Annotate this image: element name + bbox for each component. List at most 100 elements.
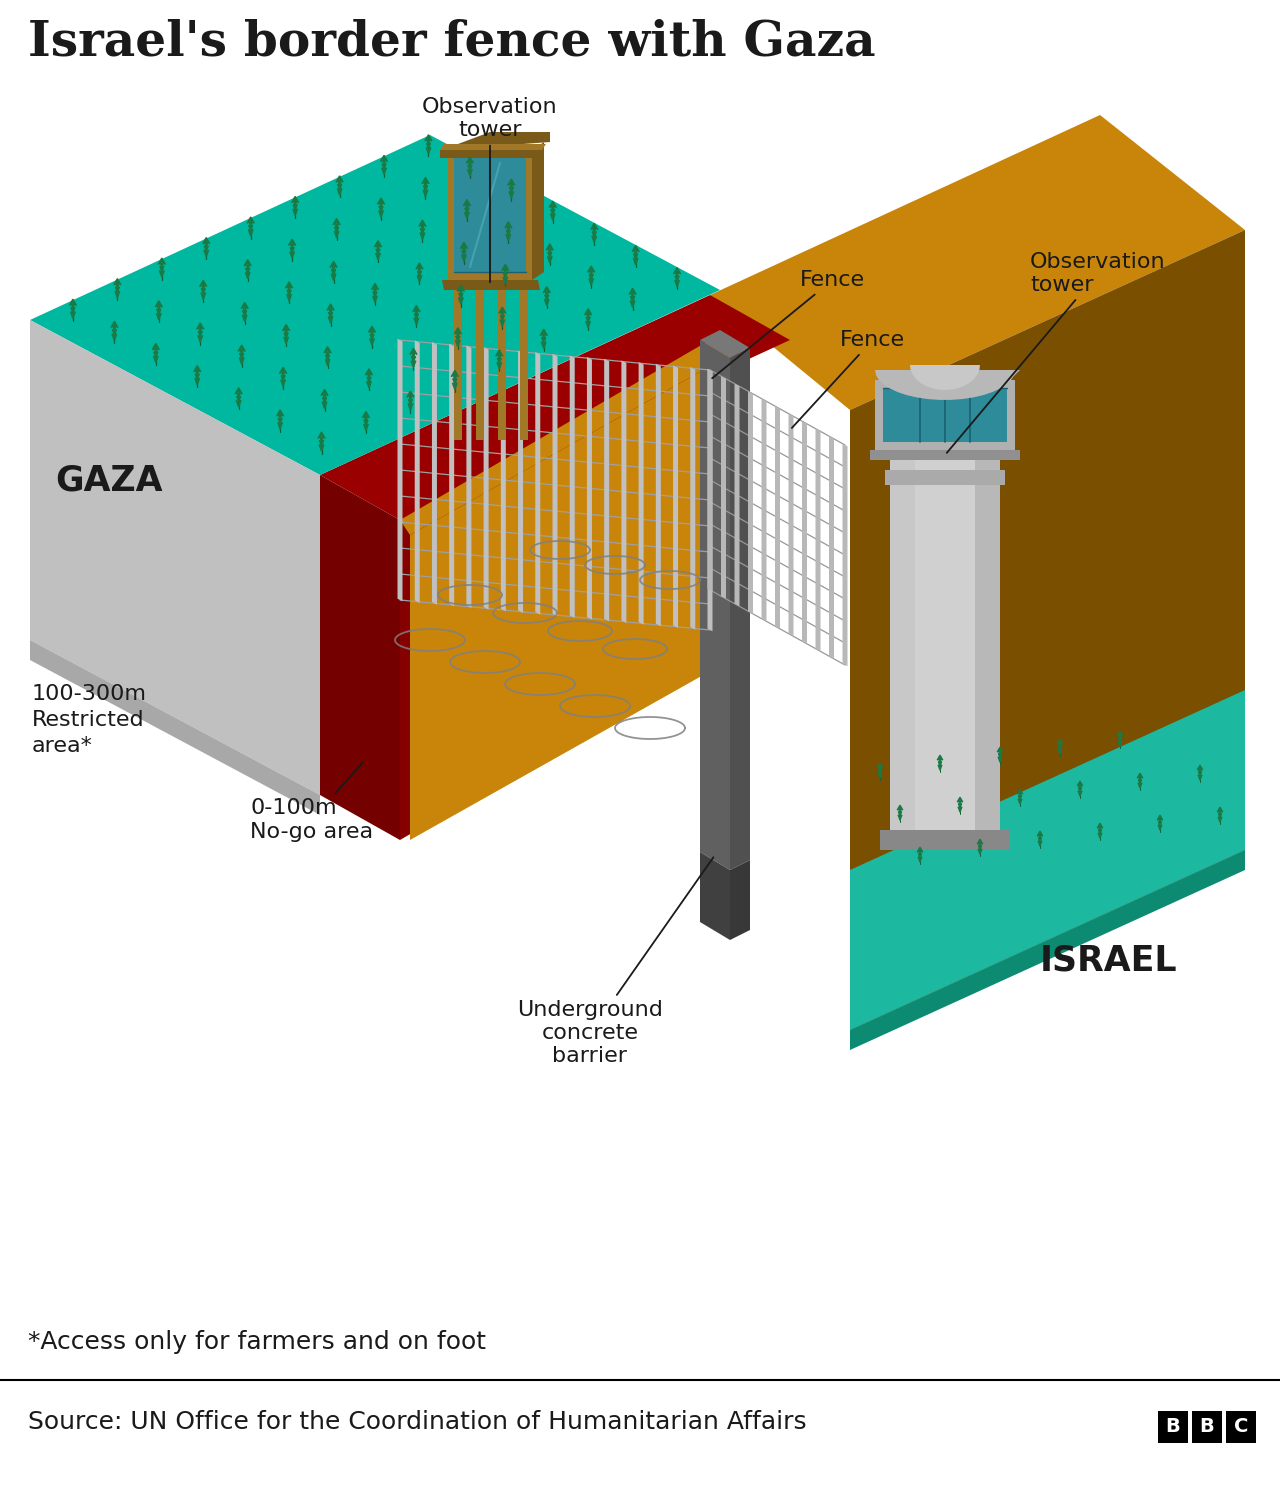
Polygon shape — [152, 344, 160, 350]
Polygon shape — [1078, 791, 1080, 796]
Polygon shape — [876, 370, 1015, 399]
Polygon shape — [549, 200, 557, 208]
Polygon shape — [413, 353, 415, 358]
Polygon shape — [509, 187, 511, 193]
Polygon shape — [589, 313, 590, 317]
Polygon shape — [417, 268, 420, 272]
Polygon shape — [115, 283, 118, 287]
Polygon shape — [1120, 741, 1121, 747]
Polygon shape — [959, 806, 960, 812]
Polygon shape — [1201, 775, 1202, 779]
Polygon shape — [326, 304, 334, 310]
Polygon shape — [291, 244, 292, 248]
Polygon shape — [200, 331, 202, 337]
Polygon shape — [425, 186, 428, 191]
Polygon shape — [279, 414, 280, 419]
Polygon shape — [499, 362, 502, 370]
Polygon shape — [293, 209, 296, 215]
Polygon shape — [198, 335, 200, 343]
Polygon shape — [499, 307, 506, 314]
Polygon shape — [634, 254, 636, 259]
Polygon shape — [206, 242, 207, 247]
Polygon shape — [463, 247, 466, 251]
Polygon shape — [115, 287, 118, 292]
Polygon shape — [296, 200, 297, 205]
Polygon shape — [788, 414, 794, 636]
Polygon shape — [366, 381, 369, 387]
Polygon shape — [279, 367, 287, 374]
Polygon shape — [198, 331, 200, 337]
Polygon shape — [161, 271, 164, 277]
Polygon shape — [677, 280, 680, 287]
Polygon shape — [467, 208, 468, 214]
Polygon shape — [413, 356, 416, 362]
Polygon shape — [339, 181, 342, 186]
Polygon shape — [283, 373, 284, 375]
Polygon shape — [246, 268, 248, 274]
Polygon shape — [366, 423, 369, 431]
Polygon shape — [339, 188, 342, 194]
FancyBboxPatch shape — [1226, 1411, 1256, 1444]
Polygon shape — [774, 407, 780, 628]
Polygon shape — [900, 815, 902, 820]
Polygon shape — [411, 356, 413, 362]
Polygon shape — [420, 233, 422, 239]
Polygon shape — [980, 845, 982, 850]
Polygon shape — [248, 268, 250, 274]
Polygon shape — [1000, 757, 1002, 761]
Polygon shape — [244, 314, 247, 322]
Polygon shape — [548, 256, 550, 263]
Polygon shape — [289, 290, 291, 296]
Polygon shape — [156, 352, 157, 358]
Polygon shape — [467, 169, 470, 177]
Polygon shape — [590, 223, 598, 229]
Polygon shape — [70, 311, 73, 319]
Polygon shape — [504, 269, 506, 274]
Polygon shape — [204, 293, 206, 299]
Polygon shape — [1138, 779, 1140, 784]
Text: B: B — [1199, 1418, 1215, 1436]
Polygon shape — [462, 254, 463, 262]
Polygon shape — [337, 177, 343, 183]
Polygon shape — [1078, 781, 1083, 785]
Polygon shape — [465, 208, 467, 214]
Polygon shape — [411, 399, 412, 405]
Polygon shape — [378, 248, 380, 254]
Polygon shape — [506, 235, 508, 241]
Polygon shape — [1160, 824, 1162, 830]
Polygon shape — [206, 245, 209, 251]
Polygon shape — [850, 850, 1245, 1050]
Polygon shape — [242, 358, 244, 364]
Polygon shape — [897, 805, 902, 811]
Polygon shape — [284, 329, 287, 334]
Polygon shape — [461, 290, 462, 295]
Polygon shape — [463, 199, 471, 206]
Polygon shape — [884, 470, 1005, 485]
Polygon shape — [417, 271, 420, 277]
Polygon shape — [114, 334, 116, 341]
Polygon shape — [509, 191, 511, 197]
Polygon shape — [632, 245, 639, 251]
Polygon shape — [1080, 787, 1082, 791]
Polygon shape — [502, 265, 509, 271]
Polygon shape — [920, 854, 922, 857]
Polygon shape — [156, 356, 159, 362]
Polygon shape — [362, 411, 370, 417]
Polygon shape — [495, 350, 503, 356]
Polygon shape — [381, 168, 384, 175]
Polygon shape — [408, 395, 411, 399]
Polygon shape — [202, 284, 204, 289]
Polygon shape — [589, 274, 591, 280]
Polygon shape — [1220, 817, 1222, 823]
Polygon shape — [634, 257, 636, 265]
Polygon shape — [636, 250, 637, 254]
Polygon shape — [881, 830, 1010, 850]
Polygon shape — [544, 338, 545, 343]
Polygon shape — [367, 377, 369, 383]
Polygon shape — [553, 209, 554, 215]
Polygon shape — [1059, 745, 1060, 749]
Polygon shape — [160, 263, 161, 268]
Polygon shape — [292, 251, 294, 259]
Polygon shape — [440, 144, 547, 150]
Polygon shape — [154, 352, 156, 358]
